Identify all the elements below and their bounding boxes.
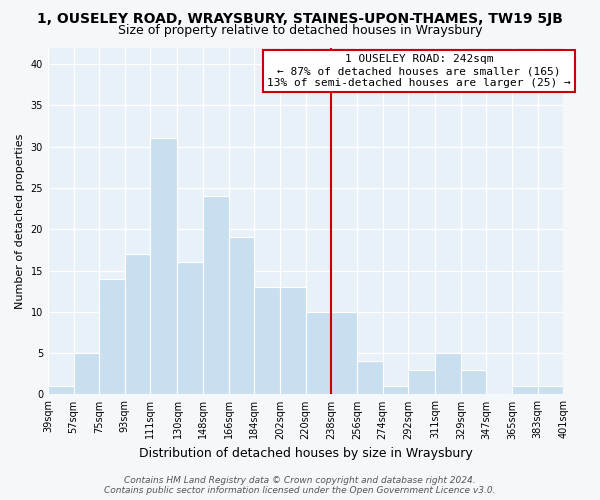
Bar — [280, 287, 305, 395]
Text: Size of property relative to detached houses in Wraysbury: Size of property relative to detached ho… — [118, 24, 482, 37]
Bar — [178, 262, 203, 394]
Bar — [331, 312, 357, 394]
Text: 1 OUSELEY ROAD: 242sqm
← 87% of detached houses are smaller (165)
13% of semi-de: 1 OUSELEY ROAD: 242sqm ← 87% of detached… — [267, 54, 571, 88]
Bar — [461, 370, 487, 394]
Bar — [151, 138, 178, 394]
Bar — [48, 386, 74, 394]
Bar — [305, 312, 331, 394]
Bar — [512, 386, 538, 394]
Bar — [74, 353, 99, 395]
X-axis label: Distribution of detached houses by size in Wraysbury: Distribution of detached houses by size … — [139, 447, 472, 460]
Bar — [99, 279, 125, 394]
Bar — [408, 370, 435, 394]
Text: Contains HM Land Registry data © Crown copyright and database right 2024.
Contai: Contains HM Land Registry data © Crown c… — [104, 476, 496, 495]
Bar — [357, 362, 383, 394]
Bar — [383, 386, 408, 394]
Y-axis label: Number of detached properties: Number of detached properties — [15, 134, 25, 308]
Bar — [203, 196, 229, 394]
Bar — [538, 386, 563, 394]
Bar — [435, 353, 461, 395]
Bar — [229, 238, 254, 394]
Text: 1, OUSELEY ROAD, WRAYSBURY, STAINES-UPON-THAMES, TW19 5JB: 1, OUSELEY ROAD, WRAYSBURY, STAINES-UPON… — [37, 12, 563, 26]
Bar — [254, 287, 280, 395]
Bar — [125, 254, 151, 394]
